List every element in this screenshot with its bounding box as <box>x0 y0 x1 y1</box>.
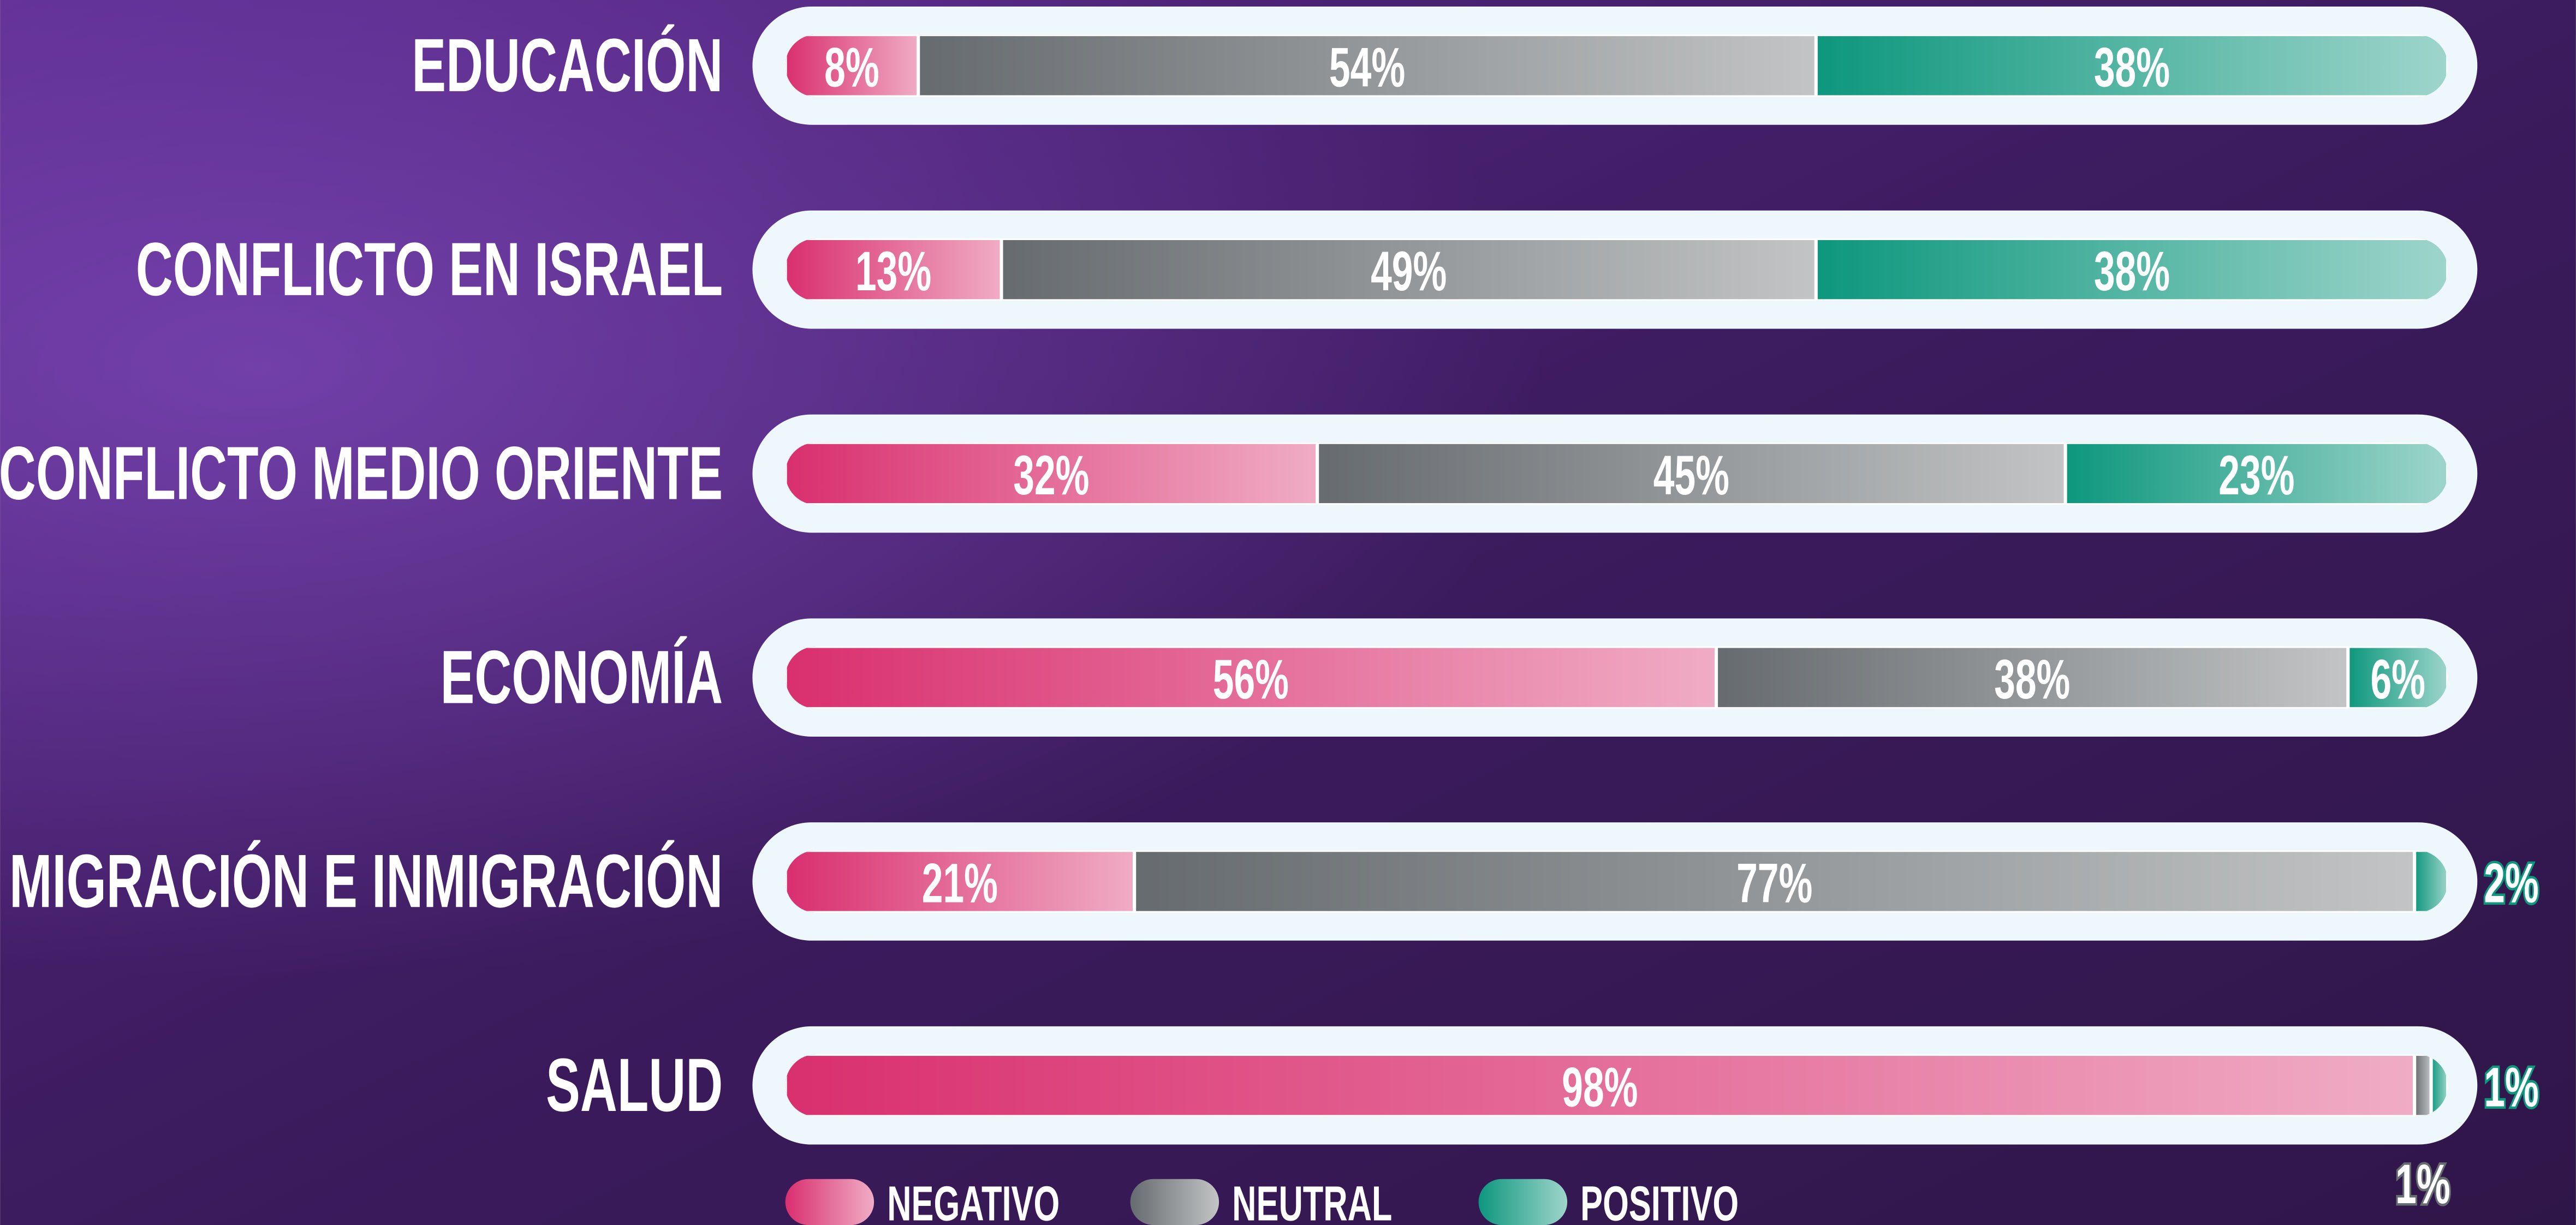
category-label: MIGRACIÓN E INMIGRACIÓN <box>9 839 723 923</box>
value-label: 32% <box>1013 444 1089 507</box>
value-label: 21% <box>922 852 998 915</box>
value-label: 45% <box>1653 444 1729 507</box>
value-label: 1% <box>2484 1056 2539 1119</box>
category-label: ECONOMÍA <box>441 635 723 719</box>
value-label: 2% <box>2484 852 2539 915</box>
value-label: 6% <box>2370 648 2425 710</box>
chart: EDUCACIÓN 8% 54% 38% CONFLICTO EN ISRAEL 13% 4… <box>0 0 2576 1225</box>
value-label: 49% <box>1371 240 1447 303</box>
value-label: 13% <box>855 240 931 303</box>
value-label: 77% <box>1736 852 1812 915</box>
bar-row <box>786 646 2448 708</box>
legend-label: NEUTRAL <box>1232 1176 1392 1225</box>
category-label: SALUD <box>546 1043 723 1127</box>
value-label: 54% <box>1329 36 1405 99</box>
bar-segment <box>2414 1054 2431 1116</box>
value-label: 23% <box>2218 444 2294 507</box>
legend-label: POSITIVO <box>1580 1176 1739 1225</box>
bar-row <box>786 850 2448 912</box>
legend-label: NEGATIVO <box>887 1176 1060 1225</box>
category-label: CONFLICTO MEDIO ORIENTE <box>0 432 723 516</box>
category-label: EDUCACIÓN <box>412 23 723 107</box>
legend-swatch <box>1479 1179 1568 1225</box>
value-label: 98% <box>1562 1056 1638 1119</box>
value-label: 38% <box>2094 36 2170 99</box>
legend-swatch <box>786 1179 874 1225</box>
bar-row <box>786 34 2448 97</box>
value-label: 8% <box>824 36 879 99</box>
category-label: CONFLICTO EN ISRAEL <box>136 228 723 312</box>
value-label: 38% <box>2094 240 2170 303</box>
value-label: 56% <box>1213 648 1289 710</box>
bar-row <box>786 238 2448 301</box>
value-label: 1% <box>2395 1152 2450 1215</box>
value-label: 38% <box>1994 648 2070 710</box>
legend-swatch <box>1131 1179 1219 1225</box>
